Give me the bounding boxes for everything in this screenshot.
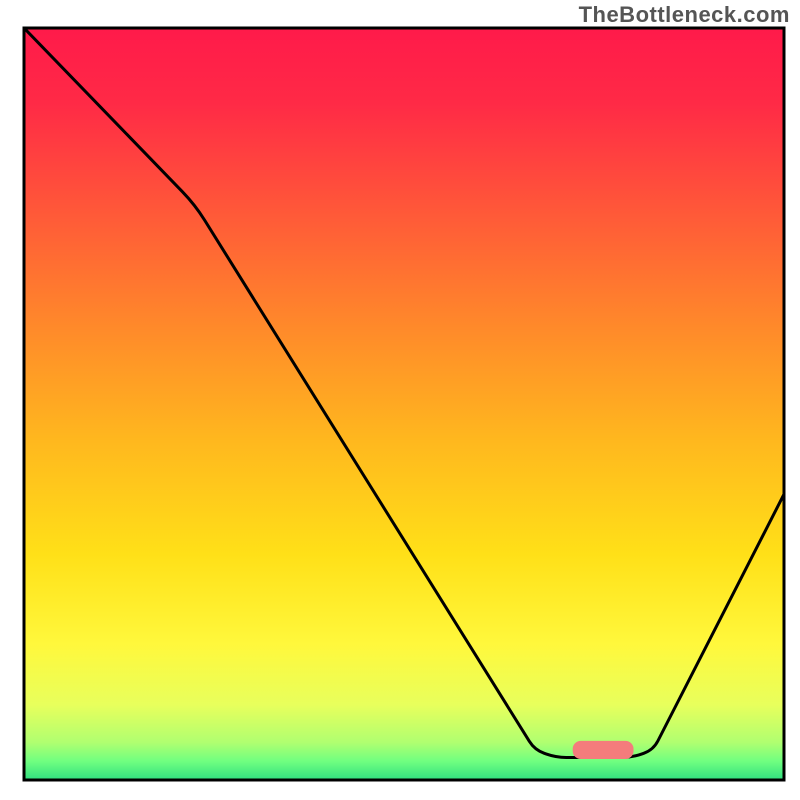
optimum-marker xyxy=(573,741,634,759)
plot-background xyxy=(24,28,784,780)
bottleneck-chart xyxy=(0,0,800,800)
chart-container: TheBottleneck.com xyxy=(0,0,800,800)
watermark-text: TheBottleneck.com xyxy=(579,2,790,28)
